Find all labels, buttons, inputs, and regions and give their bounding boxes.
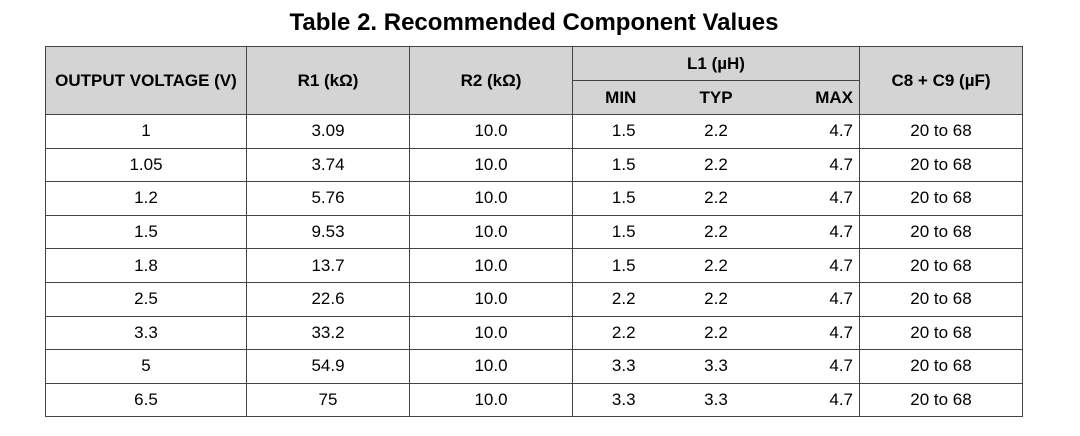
- cell-r1: 9.53: [246, 214, 410, 250]
- cell-r2: 10.0: [409, 281, 573, 317]
- cell-l1-max: 4.7: [763, 382, 860, 418]
- cell-c8-c9: 20 to 68: [859, 147, 1023, 183]
- cell-r2: 10.0: [409, 181, 573, 216]
- cell-l1-min: 3.3: [572, 382, 669, 418]
- cell-c8-c9: 20 to 68: [859, 349, 1023, 384]
- cell-l1-typ: 2.2: [668, 114, 764, 149]
- cell-r2: 10.0: [409, 248, 573, 283]
- cell-r1: 33.2: [246, 315, 410, 351]
- cell-l1-max: 4.7: [763, 281, 860, 317]
- cell-l1-max: 4.7: [763, 147, 860, 183]
- cell-l1-max: 4.7: [763, 181, 860, 216]
- cell-l1-min: 1.5: [572, 147, 669, 183]
- table-row: 1.2 5.76 10.0 1.5 2.2 4.7 20 to 68: [45, 181, 1023, 216]
- header-output-voltage: OUTPUT VOLTAGE (V): [45, 46, 247, 115]
- cell-output-voltage: 2.5: [45, 281, 247, 317]
- cell-l1-max: 4.7: [763, 114, 860, 149]
- cell-l1-min: 2.2: [572, 315, 669, 351]
- cell-l1-typ: 2.2: [668, 281, 764, 317]
- table-row: 2.5 22.6 10.0 2.2 2.2 4.7 20 to 68: [45, 281, 1023, 317]
- header-l1-typ: TYP: [668, 80, 764, 115]
- cell-l1-typ: 2.2: [668, 248, 764, 283]
- cell-r1: 3.74: [246, 147, 410, 183]
- header-l1: L1 (µH): [572, 46, 860, 81]
- cell-output-voltage: 1.5: [45, 214, 247, 250]
- cell-c8-c9: 20 to 68: [859, 248, 1023, 283]
- cell-l1-max: 4.7: [763, 248, 860, 283]
- table-row: 1.05 3.74 10.0 1.5 2.2 4.7 20 to 68: [45, 147, 1023, 183]
- cell-c8-c9: 20 to 68: [859, 281, 1023, 317]
- header-r1: R1 (kΩ): [246, 46, 410, 115]
- cell-r2: 10.0: [409, 382, 573, 418]
- cell-r1: 5.76: [246, 181, 410, 216]
- table-row: 3.3 33.2 10.0 2.2 2.2 4.7 20 to 68: [45, 315, 1023, 351]
- table-row: 5 54.9 10.0 3.3 3.3 4.7 20 to 68: [45, 349, 1023, 384]
- cell-r2: 10.0: [409, 147, 573, 183]
- cell-c8-c9: 20 to 68: [859, 382, 1023, 418]
- cell-output-voltage: 1: [45, 114, 247, 149]
- header-r2: R2 (kΩ): [409, 46, 573, 115]
- table-title: Table 2. Recommended Component Values: [289, 9, 779, 36]
- header-c8-c9: C8 + C9 (µF): [859, 46, 1023, 115]
- cell-r2: 10.0: [409, 315, 573, 351]
- cell-r1: 13.7: [246, 248, 410, 283]
- header-l1-max: MAX: [763, 80, 860, 115]
- cell-c8-c9: 20 to 68: [859, 214, 1023, 250]
- cell-l1-typ: 3.3: [668, 382, 764, 418]
- cell-l1-max: 4.7: [763, 315, 860, 351]
- cell-l1-min: 2.2: [572, 281, 669, 317]
- cell-l1-typ: 3.3: [668, 349, 764, 384]
- cell-l1-typ: 2.2: [668, 147, 764, 183]
- cell-r1: 3.09: [246, 114, 410, 149]
- cell-output-voltage: 1.2: [45, 181, 247, 216]
- cell-output-voltage: 1.05: [45, 147, 247, 183]
- cell-r2: 10.0: [409, 214, 573, 250]
- cell-r1: 54.9: [246, 349, 410, 384]
- cell-l1-typ: 2.2: [668, 181, 764, 216]
- cell-l1-min: 1.5: [572, 248, 669, 283]
- component-values-table: OUTPUT VOLTAGE (V) R1 (kΩ) R2 (kΩ) L1 (µ…: [45, 46, 1023, 418]
- cell-output-voltage: 6.5: [45, 382, 247, 418]
- cell-r2: 10.0: [409, 114, 573, 149]
- table-row: 1.8 13.7 10.0 1.5 2.2 4.7 20 to 68: [45, 248, 1023, 283]
- table-row: 6.5 75 10.0 3.3 3.3 4.7 20 to 68: [45, 382, 1023, 418]
- cell-c8-c9: 20 to 68: [859, 181, 1023, 216]
- cell-l1-min: 1.5: [572, 214, 669, 250]
- header-l1-min: MIN: [572, 80, 669, 115]
- cell-c8-c9: 20 to 68: [859, 315, 1023, 351]
- cell-output-voltage: 3.3: [45, 315, 247, 351]
- cell-r2: 10.0: [409, 349, 573, 384]
- cell-l1-typ: 2.2: [668, 315, 764, 351]
- cell-l1-max: 4.7: [763, 349, 860, 384]
- table-body: 1 3.09 10.0 1.5 2.2 4.7 20 to 68 1.05 3.74 10.0 1.…: [45, 114, 1023, 418]
- cell-l1-typ: 2.2: [668, 214, 764, 250]
- cell-r1: 75: [246, 382, 410, 418]
- table-row: 1 3.09 10.0 1.5 2.2 4.7 20 to 68: [45, 114, 1023, 149]
- cell-l1-min: 1.5: [572, 181, 669, 216]
- cell-r1: 22.6: [246, 281, 410, 317]
- cell-c8-c9: 20 to 68: [859, 114, 1023, 149]
- cell-l1-max: 4.7: [763, 214, 860, 250]
- cell-l1-min: 1.5: [572, 114, 669, 149]
- cell-output-voltage: 5: [45, 349, 247, 384]
- cell-l1-min: 3.3: [572, 349, 669, 384]
- table-row: 1.5 9.53 10.0 1.5 2.2 4.7 20 to 68: [45, 214, 1023, 250]
- cell-output-voltage: 1.8: [45, 248, 247, 283]
